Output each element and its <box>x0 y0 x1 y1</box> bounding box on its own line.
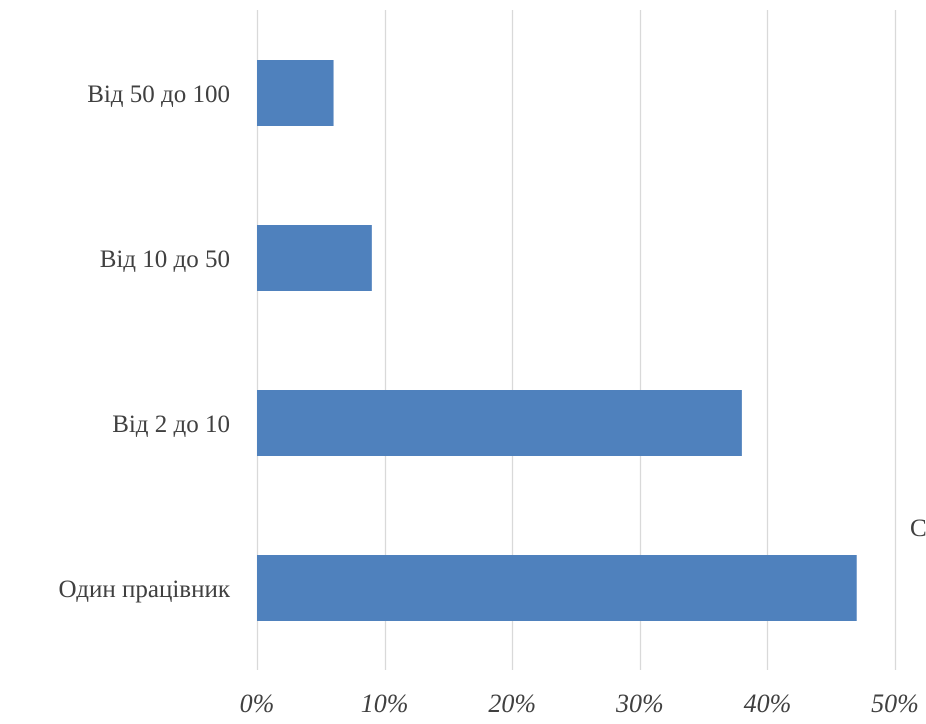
bar <box>257 555 857 621</box>
category-label: Від 2 до 10 <box>112 411 230 438</box>
category-label: Від 50 до 100 <box>87 81 230 108</box>
category-label: Один працівник <box>59 576 231 603</box>
x-tick-label: 30% <box>615 689 664 718</box>
x-axis-tick-labels: 0% 10% 20% 30% 40% 50% <box>240 689 919 718</box>
x-tick-label: 40% <box>744 689 792 718</box>
x-tick-label: 50% <box>871 689 919 718</box>
bar <box>257 390 742 456</box>
bar <box>257 225 372 291</box>
category-labels: Від 50 до 100 Від 10 до 50 Від 2 до 10 Один… <box>59 81 231 603</box>
category-label: Від 10 до 50 <box>100 246 230 273</box>
x-tick-label: 20% <box>488 689 536 718</box>
x-tick-label: 10% <box>361 689 409 718</box>
clipped-label: C <box>910 515 926 542</box>
bars <box>257 60 857 621</box>
bar <box>257 60 334 126</box>
x-tick-label: 0% <box>240 689 275 718</box>
